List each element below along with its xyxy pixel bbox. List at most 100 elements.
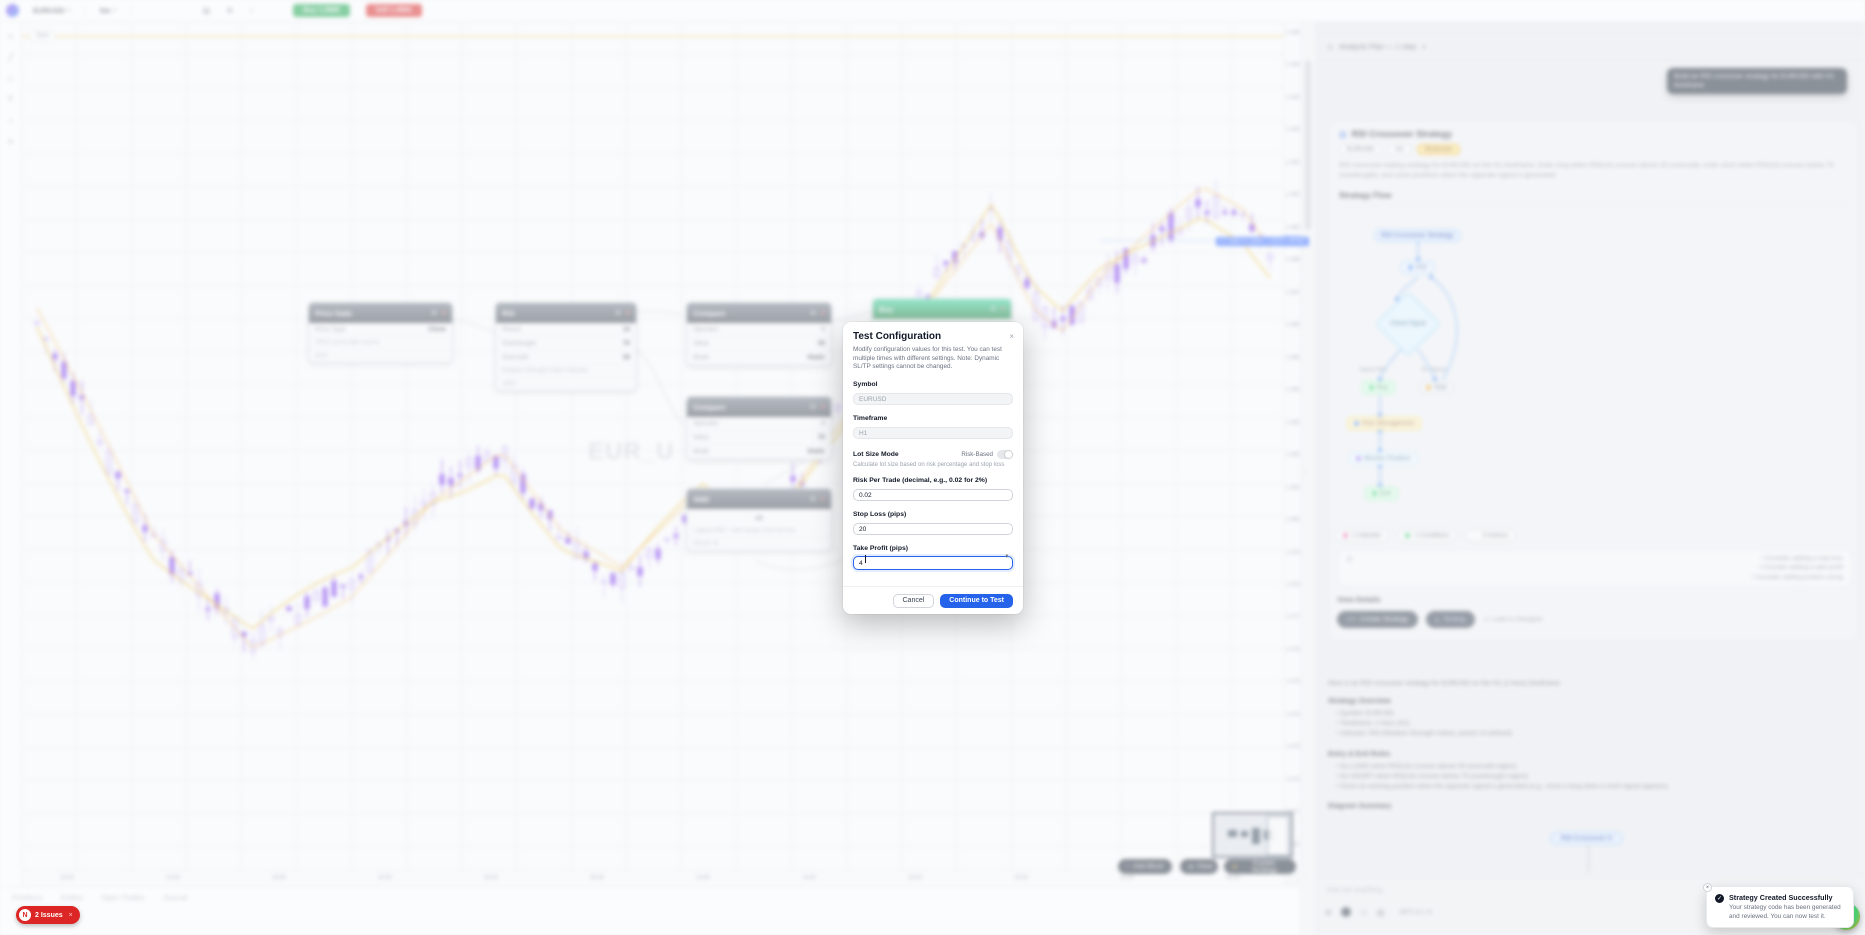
attach-icon[interactable]: ⊕ [1325,907,1332,917]
flow-node-rsi[interactable]: RSI [1401,261,1434,274]
rule-item: Go LONG when RSI(14) crosses above 30 (o… [1328,762,1859,772]
continue-to-test-button[interactable]: Continue to Test [940,593,1013,608]
add-block-button[interactable]: + Add Block [1118,859,1172,874]
block-port[interactable]: price [315,353,329,359]
modal-description: Modify configuration values for this tes… [853,346,1002,371]
close-icon[interactable]: × [625,309,630,317]
block-header[interactable]: Compare ⚙ × [687,397,831,417]
drawing-tool-icon[interactable]: □ [8,73,13,83]
chat-input[interactable]: Ask me anything [1327,885,1383,894]
flow-node-buy[interactable]: Buy [1362,381,1396,394]
canvas-minimap[interactable] [1212,812,1293,858]
diagram-summary-node[interactable]: RSI Crossover S [1550,832,1623,845]
collapse-handle[interactable]: ‹ [1304,468,1307,477]
block-header[interactable]: RSI ⚙ × [496,303,636,323]
emoji-icon[interactable]: ☺ [1359,907,1368,917]
block-port[interactable]: Result: M [693,541,719,547]
param-value[interactable]: Static [807,354,825,361]
minimap-viewport[interactable] [1267,816,1289,856]
agent-icon[interactable] [1340,907,1351,917]
bottom-tab[interactable]: Orders [60,893,84,902]
add-block-label: Add Block [1133,863,1164,870]
close-icon[interactable]: × [441,309,446,317]
bottom-tab[interactable]: Journal [162,893,188,902]
layout-icon[interactable]: ▤ [202,6,211,15]
block-price-data[interactable]: Price Data ⚙ × Price Type Close OHLC pric… [308,302,453,363]
load-in-designer-link[interactable]: ↗ Load in Designer [1483,616,1543,624]
explain-strategy-button[interactable]: ✦ Explain Strategy [1224,859,1296,874]
buy-button[interactable]: Buy 1.0886 [293,4,350,17]
testing-button[interactable]: ▸ Testing [1426,611,1475,628]
gear-icon[interactable]: ⚙ [810,310,816,317]
flow-node-wait[interactable]: Wait [1419,381,1454,394]
alert-icon[interactable]: ○ [249,6,255,15]
param-value[interactable]: 70 [622,340,630,347]
create-strategy-button[interactable]: </> Create Strategy [1337,611,1419,628]
testing-label: Testing [1443,616,1465,623]
drawing-tool-icon[interactable]: ≡ [8,136,13,146]
stop-loss-field[interactable] [853,523,1013,536]
gear-icon[interactable]: ⚙ [990,306,996,313]
flow-node-risk-management[interactable]: Risk Management [1347,417,1422,430]
flow-node-monitor-position[interactable]: Monitor Position [1349,452,1418,465]
cancel-button[interactable]: Cancel [892,593,935,608]
drawing-tool-icon[interactable]: T [8,94,13,104]
chevron-down-icon: ▾ [113,8,117,14]
param-value[interactable]: 30 [817,340,825,347]
symbol-field[interactable] [853,393,1013,406]
flow-node-exit[interactable]: Exit [1365,487,1398,500]
number-spinner[interactable]: ▴ ▾ [1005,551,1008,560]
panel-divider: ‹ [1300,0,1316,935]
gear-icon[interactable]: ⚙ [431,310,437,317]
symbol-select[interactable]: EURUSD ▾ [27,4,77,17]
timeframe-select[interactable]: 5m ▾ [94,4,123,17]
drawing-tool-icon[interactable]: ╱ [8,52,13,62]
sell-button[interactable]: Sell 1.0884 [365,4,422,17]
param-value[interactable]: Static [807,448,825,455]
model-selector[interactable]: GPT-4.1 ▾ [1399,908,1431,917]
block-port[interactable]: value [502,381,517,387]
issues-pill[interactable]: N 2 Issues × [16,906,80,924]
gear-icon[interactable]: ⚙ [226,6,234,15]
risk-based-toggle[interactable] [997,449,1013,459]
param-value[interactable]: 14 [622,326,630,333]
gear-icon[interactable]: ⚙ [810,496,816,503]
block-and[interactable]: AND ⚙ × ∞ Logical AND - both inputs must… [686,488,832,551]
block-header[interactable]: AND ⚙ × [687,489,831,509]
clear-button[interactable]: ⊗ Clear [1180,859,1218,874]
bottom-tab[interactable]: Positions [12,893,43,902]
analysis-plan-row[interactable]: ◎ Analysis Plan — 1 step ▾ [1317,34,1865,60]
bottom-tab[interactable]: Open Trades [101,893,145,902]
gear-icon[interactable]: ⚙ [615,310,621,317]
block-compare-oversold[interactable]: Compare ⚙ × Operator > Value 30 Mode Static [686,302,832,366]
close-icon[interactable]: × [820,403,825,411]
close-icon[interactable]: × [820,495,825,503]
gear-icon[interactable]: ⚙ [810,404,816,411]
drawing-tool-icon[interactable]: + [8,31,13,41]
and-gate-icon: ∞ [755,512,763,524]
apps-icon[interactable]: ▤ [1376,907,1385,917]
drawing-tool-icon[interactable]: ○ [8,115,13,125]
risk-per-trade-field[interactable] [853,489,1013,502]
flow-node-root[interactable]: RSI Crossover Strategy [1374,229,1461,242]
block-header[interactable]: Price Data ⚙ × [309,303,452,323]
close-icon[interactable]: × [68,911,73,919]
param-value[interactable]: 30 [622,354,630,361]
close-icon[interactable]: × [820,309,825,317]
param-value[interactable]: > [821,326,825,333]
view-details-link[interactable]: View Details [1337,595,1381,604]
param-value[interactable]: 70 [817,434,825,441]
close-icon[interactable]: × [1703,883,1712,892]
scrollbar-thumb[interactable] [1305,60,1311,230]
close-icon[interactable]: × [1000,305,1005,313]
close-icon[interactable]: × [1009,332,1014,341]
timeframe-field[interactable] [853,427,1013,440]
block-compare-overbought[interactable]: Compare ⚙ × Operator < Value 70 Mode Static [686,396,832,460]
block-header[interactable]: Compare ⚙ × [687,303,831,323]
param-value[interactable]: < [821,420,825,427]
block-rsi[interactable]: RSI ⚙ × Period 14 Overbought 70 Oversold 30 R… [495,302,637,391]
param-value[interactable]: Close [428,326,446,333]
take-profit-field[interactable] [853,556,1013,571]
play-icon: ▸ [1436,616,1440,624]
block-header[interactable]: Buy ⚙ × [873,299,1011,319]
